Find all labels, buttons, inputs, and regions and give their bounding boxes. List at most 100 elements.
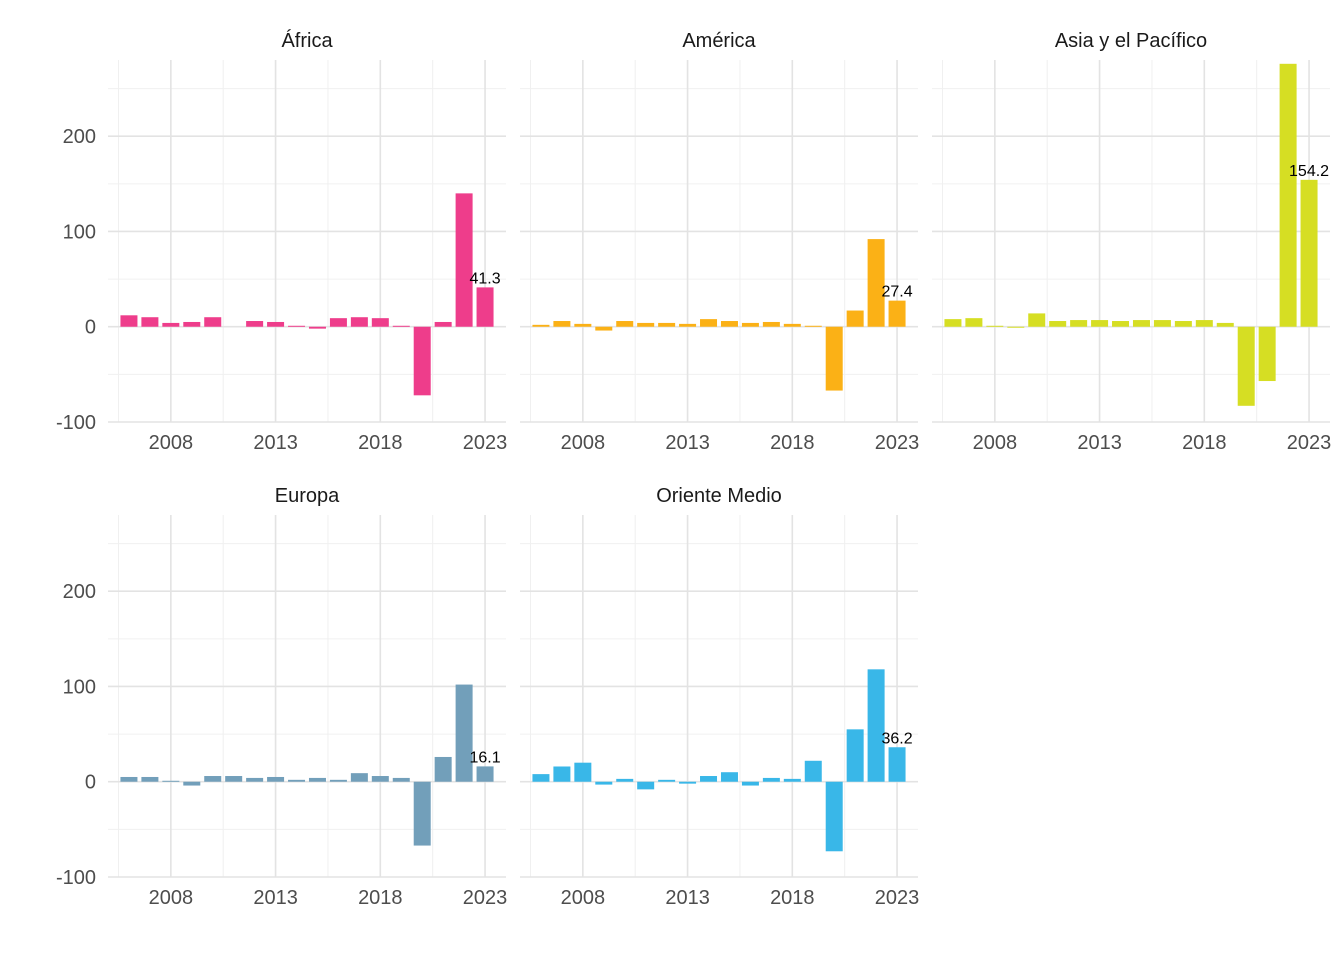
bar <box>741 322 759 327</box>
bar <box>308 326 326 329</box>
bar <box>804 760 822 782</box>
bar-value-label: 41.3 <box>469 270 500 287</box>
bar <box>434 321 452 327</box>
facet-panel: 16.1 Europa 2008 2013 2018 2023 -100 0 100 200 <box>56 485 507 909</box>
x-tick-label: 2023 <box>463 432 508 454</box>
x-tick-label: 2008 <box>561 887 606 909</box>
bar <box>700 319 718 327</box>
bar <box>867 239 885 327</box>
bar <box>371 776 389 782</box>
bar <box>804 325 822 327</box>
bar <box>162 322 180 327</box>
y-tick-label: 200 <box>63 126 96 148</box>
bar <box>846 729 864 782</box>
x-tick-label: 2018 <box>358 432 403 454</box>
bar <box>183 321 201 327</box>
bar <box>574 323 592 327</box>
panel-title: África <box>281 29 333 52</box>
y-tick-label: 200 <box>63 581 96 603</box>
bar <box>225 776 243 782</box>
bar <box>476 766 494 782</box>
x-tick-label: 2018 <box>1182 432 1227 454</box>
bar <box>532 774 550 782</box>
bar <box>1237 326 1255 406</box>
x-tick-label: 2013 <box>253 887 298 909</box>
bar <box>986 325 1004 327</box>
bar <box>1279 63 1297 327</box>
bar <box>204 317 222 327</box>
x-tick-label: 2008 <box>973 432 1018 454</box>
x-tick-label: 2013 <box>665 432 710 454</box>
bar <box>762 321 780 327</box>
bar <box>267 321 285 327</box>
bar <box>637 322 655 327</box>
bar <box>1300 179 1318 327</box>
bar <box>476 287 494 327</box>
bar <box>553 766 571 782</box>
bar <box>679 781 697 784</box>
bar <box>267 776 285 782</box>
bar <box>1070 320 1088 327</box>
bar <box>888 747 906 782</box>
bar <box>616 778 634 782</box>
facet-panel: 36.2 Oriente Medio 2008 2013 2018 2023 <box>520 485 919 909</box>
x-tick-label: 2008 <box>149 887 194 909</box>
panel-title: Europa <box>275 485 340 507</box>
bar <box>867 669 885 782</box>
facet-panel: 27.4 América 2008 2013 2018 2023 <box>520 30 919 454</box>
bar <box>288 779 306 782</box>
bar <box>120 776 138 782</box>
bar <box>1153 320 1171 327</box>
bar <box>700 776 718 782</box>
bar <box>762 777 780 782</box>
bar <box>350 773 368 782</box>
x-tick-label: 2008 <box>561 432 606 454</box>
x-tick-label: 2023 <box>875 887 920 909</box>
panel-title: Asia y el Pacífico <box>1055 30 1207 52</box>
bar <box>965 318 983 327</box>
bar <box>288 325 306 327</box>
bar <box>658 779 676 782</box>
bar <box>944 319 962 327</box>
x-tick-label: 2023 <box>463 887 508 909</box>
bar <box>720 772 738 782</box>
bar <box>392 777 410 782</box>
bar <box>329 779 347 782</box>
bar <box>1216 322 1234 327</box>
bar-value-label: 16.1 <box>469 749 500 766</box>
bar <box>141 776 159 782</box>
bar <box>329 318 347 327</box>
x-tick-label: 2018 <box>770 887 815 909</box>
x-tick-label: 2013 <box>253 432 298 454</box>
bar <box>1049 321 1067 327</box>
bar <box>679 323 697 327</box>
bar <box>455 193 473 327</box>
y-tick-label: 100 <box>63 676 96 698</box>
bar <box>553 321 571 327</box>
bar <box>637 781 655 790</box>
bar <box>532 324 550 327</box>
bar <box>413 326 431 396</box>
bar <box>783 323 801 327</box>
bar <box>1195 320 1213 327</box>
bar <box>741 781 759 786</box>
bar-value-label: 36.2 <box>881 730 912 747</box>
bar <box>434 756 452 782</box>
bar <box>783 778 801 782</box>
y-tick-label: -100 <box>56 867 96 889</box>
bar-value-label: 154.2 <box>1289 163 1329 180</box>
bar <box>1028 313 1046 327</box>
bar <box>1132 320 1150 327</box>
bar <box>595 781 613 785</box>
bar <box>308 777 326 782</box>
x-tick-label: 2018 <box>770 432 815 454</box>
y-tick-label: 0 <box>85 772 96 794</box>
bar <box>350 317 368 327</box>
bar <box>846 310 864 327</box>
x-tick-label: 2008 <box>149 432 194 454</box>
bar <box>162 780 180 782</box>
bar <box>825 781 843 852</box>
x-tick-label: 2013 <box>665 887 710 909</box>
panel-title: Oriente Medio <box>656 485 782 507</box>
